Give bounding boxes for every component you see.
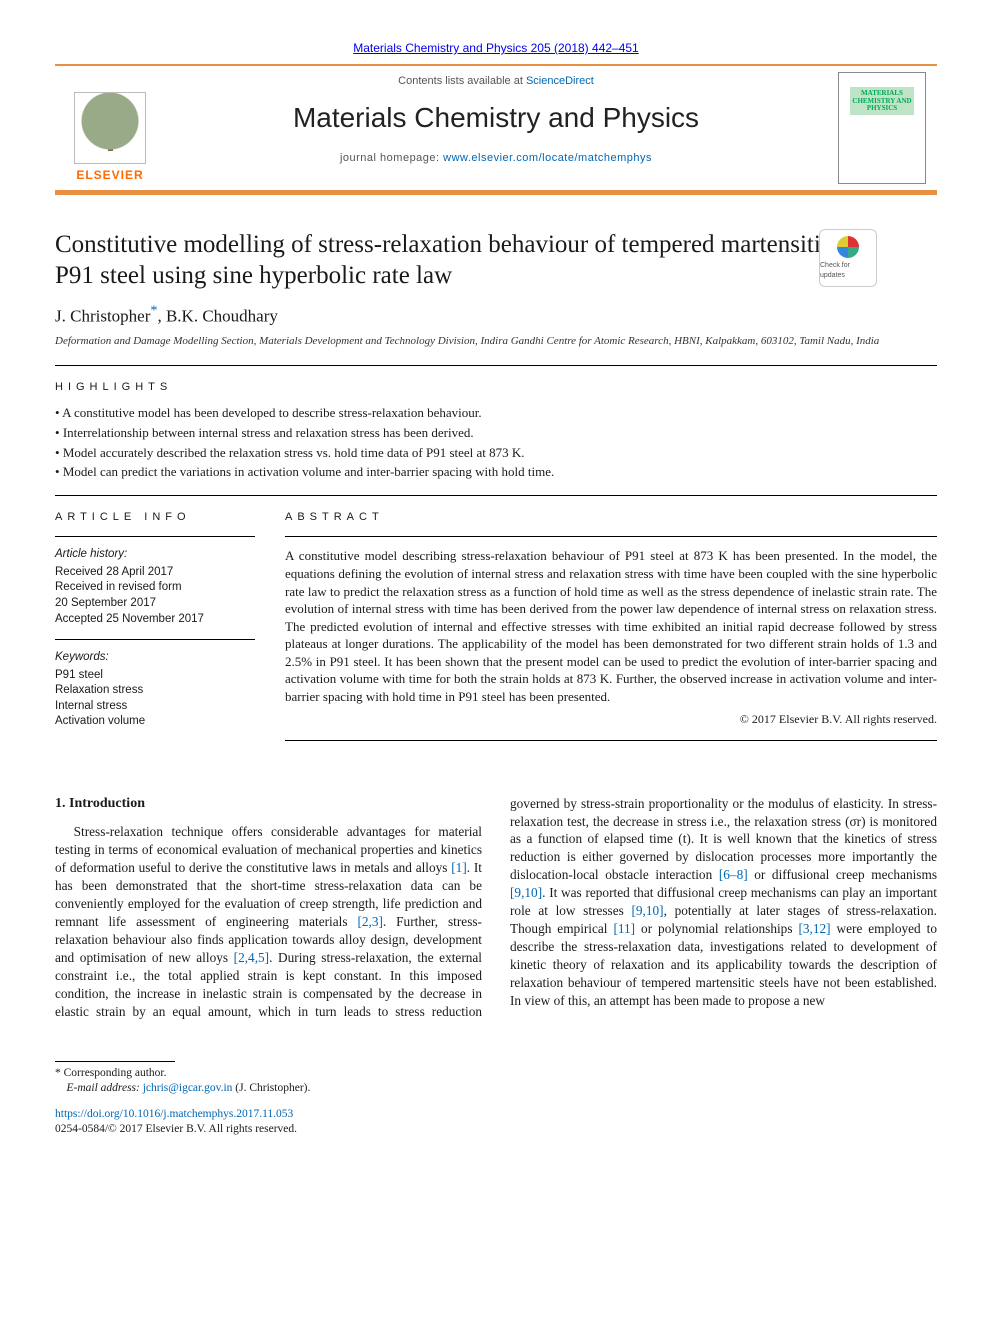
highlights-section: HIGHLIGHTS A constitutive model has been… (55, 380, 937, 481)
homepage-link[interactable]: www.elsevier.com/locate/matchemphys (443, 152, 652, 164)
ref-link[interactable]: [1] (451, 860, 467, 875)
author-sep: , (157, 306, 166, 325)
section-heading-intro: 1. Introduction (55, 795, 482, 814)
publisher-name: ELSEVIER (76, 167, 143, 183)
contents-available: Contents lists available at ScienceDirec… (169, 74, 823, 89)
history-line: Received in revised form (55, 580, 255, 596)
crossmark-icon (837, 236, 859, 258)
header-citation-link[interactable]: Materials Chemistry and Physics 205 (201… (353, 41, 638, 55)
article-title: Constitutive modelling of stress-relaxat… (55, 229, 837, 292)
history-line: 20 September 2017 (55, 596, 255, 612)
elsevier-tree-icon (74, 92, 146, 164)
divider (285, 536, 937, 537)
cover-caption: MATERIALS CHEMISTRY AND PHYSICS (850, 87, 914, 115)
keyword: P91 steel (55, 668, 255, 684)
divider (55, 365, 937, 366)
issn-copyright: 0254-0584/© 2017 Elsevier B.V. All right… (55, 1123, 297, 1135)
email-line: E-mail address: jchris@igcar.gov.in (J. … (55, 1081, 937, 1097)
corresponding-author-note: * Corresponding author. (55, 1066, 937, 1082)
ref-link[interactable]: [3,12] (798, 921, 830, 936)
history-line: Received 28 April 2017 (55, 565, 255, 581)
abstract-text: A constitutive model describing stress-r… (285, 547, 937, 705)
doi-link[interactable]: https://doi.org/10.1016/j.matchemphys.20… (55, 1108, 293, 1120)
ref-link[interactable]: [2,4,5] (234, 950, 269, 965)
ref-link[interactable]: [9,10] (631, 903, 663, 918)
divider (285, 740, 937, 741)
ref-link[interactable]: [2,3] (357, 914, 382, 929)
contents-prefix: Contents lists available at (398, 75, 526, 87)
journal-banner: ELSEVIER Contents lists available at Sci… (55, 64, 937, 191)
intro-paragraph: Stress-relaxation technique offers consi… (55, 795, 937, 1021)
body-text: Stress-relaxation technique offers consi… (55, 824, 482, 875)
divider (55, 536, 255, 537)
article-body: 1. Introduction Stress-relaxation techni… (55, 795, 937, 1021)
keyword: Activation volume (55, 714, 255, 730)
body-text: or diffusional creep mechanisms (748, 867, 937, 882)
email-label: E-mail address: (67, 1082, 143, 1094)
article-info-heading: ARTICLE INFO (55, 510, 255, 525)
ref-link[interactable]: [11] (613, 921, 635, 936)
history-line: Accepted 25 November 2017 (55, 612, 255, 628)
divider (55, 639, 255, 640)
ref-link[interactable]: [6–8] (719, 867, 748, 882)
keywords-title: Keywords: (55, 650, 255, 666)
banner-underbar (55, 190, 937, 195)
footnotes: * Corresponding author. E-mail address: … (55, 1061, 937, 1097)
author-1: J. Christopher (55, 306, 150, 325)
history-title: Article history: (55, 547, 255, 563)
highlight-item: A constitutive model has been developed … (55, 404, 937, 422)
author-line: J. Christopher*, B.K. Choudhary (55, 302, 937, 329)
journal-cover: MATERIALS CHEMISTRY AND PHYSICS (827, 66, 937, 190)
footnote-rule (55, 1061, 175, 1062)
author-email-link[interactable]: jchris@igcar.gov.in (143, 1082, 233, 1094)
abstract-copyright: © 2017 Elsevier B.V. All rights reserved… (285, 711, 937, 727)
body-text: or polynomial relationships (635, 921, 798, 936)
highlight-item: Model can predict the variations in acti… (55, 463, 937, 481)
keyword: Internal stress (55, 699, 255, 715)
check-for-updates-button[interactable]: Check for updates (819, 229, 877, 287)
abstract-heading: ABSTRACT (285, 510, 937, 525)
journal-name: Materials Chemistry and Physics (169, 99, 823, 137)
affiliation: Deformation and Damage Modelling Section… (55, 334, 937, 348)
journal-homepage: journal homepage: www.elsevier.com/locat… (169, 151, 823, 166)
doi-block: https://doi.org/10.1016/j.matchemphys.20… (55, 1107, 937, 1138)
article-info-column: ARTICLE INFO Article history: Received 2… (55, 496, 255, 751)
highlight-item: Interrelationship between internal stres… (55, 424, 937, 442)
highlights-heading: HIGHLIGHTS (55, 380, 937, 395)
sciencedirect-link[interactable]: ScienceDirect (526, 75, 594, 87)
highlight-item: Model accurately described the relaxatio… (55, 444, 937, 462)
publisher-logo: ELSEVIER (55, 66, 165, 190)
author-2: B.K. Choudhary (166, 306, 278, 325)
abstract-column: ABSTRACT A constitutive model describing… (285, 496, 937, 751)
homepage-prefix: journal homepage: (340, 152, 443, 164)
email-tail: (J. Christopher). (232, 1082, 310, 1094)
check-updates-label: Check for updates (820, 261, 876, 280)
keyword: Relaxation stress (55, 683, 255, 699)
ref-link[interactable]: [9,10] (510, 885, 542, 900)
